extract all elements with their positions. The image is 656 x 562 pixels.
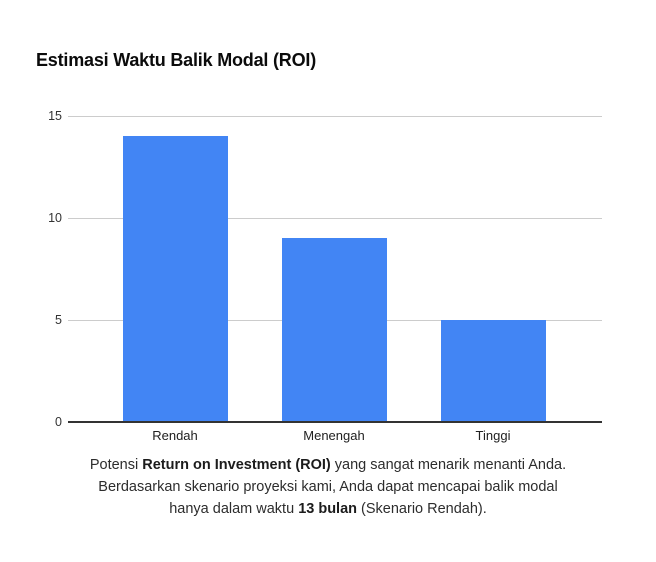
y-axis-tick-label: 5 <box>55 313 62 327</box>
caption-segment: yang sangat menarik menanti Anda. Berdas… <box>98 457 567 517</box>
chart-title: Estimasi Waktu Balik Modal (ROI) <box>36 50 316 70</box>
x-axis-baseline <box>68 421 602 423</box>
caption-bold-segment: 13 bulan <box>298 501 358 517</box>
bar-rendah <box>122 136 228 422</box>
gridline <box>68 116 602 117</box>
caption-text: Potensi Return on Investment (ROI) yang … <box>82 454 574 520</box>
y-axis-tick-label: 15 <box>48 109 62 123</box>
bar-menengah <box>281 238 387 422</box>
x-axis-category-label: Rendah <box>152 428 198 443</box>
caption-bold-segment: Return on Investment (ROI) <box>142 457 331 473</box>
bar-tinggi <box>440 320 546 422</box>
caption-segment: (Skenario Rendah). <box>357 501 487 517</box>
gridline <box>68 218 602 219</box>
caption-segment: Potensi <box>89 457 143 473</box>
y-axis-tick-label: 10 <box>48 211 62 225</box>
x-axis-category-label: Menengah <box>303 428 365 443</box>
y-axis-tick-label: 0 <box>55 415 62 429</box>
x-axis-category-label: Tinggi <box>475 428 511 443</box>
